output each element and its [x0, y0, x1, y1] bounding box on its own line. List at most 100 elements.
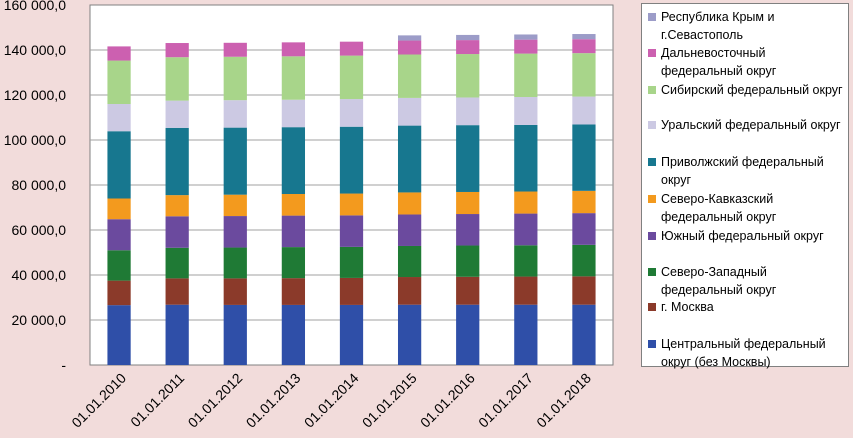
legend-item: Южный федеральный округ	[648, 227, 846, 245]
y-tick-label: -	[61, 357, 66, 373]
bar-segment	[572, 53, 596, 97]
bar-segment	[397, 35, 422, 41]
legend-swatch	[648, 232, 656, 240]
y-tick-label: 40 000,0	[12, 267, 67, 283]
legend-swatch	[648, 340, 656, 348]
bar-segment	[514, 213, 538, 246]
bar-segment	[165, 43, 189, 58]
bar-segment	[165, 127, 189, 196]
bar-segment	[339, 277, 364, 305]
bar-segment	[456, 125, 480, 192]
y-tick-label: 160 000,0	[4, 0, 66, 13]
legend-label: Сибирский федеральный округ	[661, 83, 843, 97]
y-tick-label: 140 000,0	[4, 42, 66, 58]
x-tick-label: 01.01.2012	[185, 370, 246, 431]
bar-segment	[107, 60, 131, 104]
bar-segment	[165, 247, 189, 279]
legend-item: Республика Крым и г.Севастополь	[648, 8, 846, 44]
bar-segment	[107, 305, 131, 365]
bar-segment	[107, 131, 131, 199]
y-tick-label: 100 000,0	[4, 132, 66, 148]
bar-segment	[514, 245, 538, 277]
bar-segment	[397, 214, 422, 246]
bar-segment	[456, 214, 480, 246]
bar-segment	[572, 190, 596, 214]
bar-segment	[514, 53, 538, 98]
bar-segment	[339, 246, 364, 278]
bar-segment	[165, 57, 189, 101]
bar-segment	[165, 304, 189, 365]
legend-item: Сибирский федеральный округ	[648, 81, 846, 99]
legend-item: Уральский федеральный округ	[648, 116, 846, 134]
legend-label: Уральский федеральный округ	[661, 118, 841, 132]
legend: Республика Крым и г.Севастополь Дальневос…	[641, 3, 849, 369]
bar-segment	[456, 34, 480, 41]
bar-segment	[572, 276, 596, 305]
y-tick-label: 60 000,0	[12, 222, 67, 238]
bar-segment	[223, 247, 247, 279]
bar-segment	[339, 304, 364, 365]
bar-segment	[456, 40, 480, 55]
legend-label: Северо-Западный федеральный округ	[661, 265, 777, 297]
bar-segment	[514, 304, 538, 365]
bar-segment	[339, 193, 364, 216]
bar-segment	[107, 104, 131, 132]
bar-segment	[281, 99, 306, 128]
bar-segment	[281, 278, 306, 305]
x-tick-label: 01.01.2010	[68, 370, 129, 431]
legend-item: г. Москва	[648, 298, 846, 316]
bar-segment	[107, 198, 131, 220]
bar-segment	[397, 97, 422, 126]
legend-swatch	[648, 13, 656, 21]
bar-segment	[572, 124, 596, 191]
x-axis-ticks: 01.01.201001.01.201101.01.201201.01.2013…	[68, 370, 594, 431]
legend-item: Центральный федеральный округ (без Москв…	[648, 335, 846, 371]
x-tick-label: 01.01.2017	[475, 370, 536, 431]
legend-label: Республика Крым и г.Севастополь	[661, 10, 775, 42]
legend-label: Центральный федеральный округ (без Москв…	[661, 337, 826, 369]
bar-segment	[397, 125, 422, 193]
legend-swatch	[648, 49, 656, 57]
bar-segment	[456, 276, 480, 305]
bar-segment	[514, 124, 538, 192]
bar-segment	[281, 304, 306, 365]
bar-segment	[456, 97, 480, 126]
bar-segment	[281, 215, 306, 248]
x-tick-label: 01.01.2011	[127, 370, 187, 430]
bar-segment	[281, 42, 306, 57]
bar-segment	[165, 195, 189, 217]
bar-segment	[339, 126, 364, 194]
x-tick-label: 01.01.2014	[301, 370, 362, 431]
legend-swatch	[648, 86, 656, 94]
legend-label: Южный федеральный округ	[661, 229, 824, 243]
y-tick-label: 120 000,0	[4, 87, 66, 103]
x-tick-label: 01.01.2016	[417, 370, 478, 431]
bar-segment	[107, 280, 131, 306]
legend-item: Северо-Кавказский федеральный округ	[648, 190, 846, 226]
bar-segment	[397, 245, 422, 278]
bar-segment	[514, 97, 538, 125]
bar-segment	[397, 277, 422, 305]
bar-segment	[456, 54, 480, 98]
bar-segment	[339, 55, 364, 100]
bar-segment	[456, 191, 480, 215]
legend-item: Приволжский федеральный округ	[648, 153, 846, 189]
bar-segment	[514, 39, 538, 54]
bar-segment	[572, 39, 596, 54]
bar-segment	[107, 219, 131, 251]
bar-segment	[339, 41, 364, 56]
bar-segment	[397, 40, 422, 55]
y-tick-label: 80 000,0	[12, 177, 67, 193]
bar-segment	[223, 304, 247, 365]
bar-segment	[165, 216, 189, 248]
bar-segment	[223, 56, 247, 101]
legend-label: Северо-Кавказский федеральный округ	[661, 192, 777, 224]
bar-segment	[572, 213, 596, 245]
bar-segment	[165, 278, 189, 305]
legend-label: Приволжский федеральный округ	[661, 155, 824, 187]
bar-segment	[165, 100, 189, 128]
x-tick-label: 01.01.2015	[359, 370, 420, 431]
bar-segment	[514, 276, 538, 305]
legend-swatch	[648, 303, 656, 311]
